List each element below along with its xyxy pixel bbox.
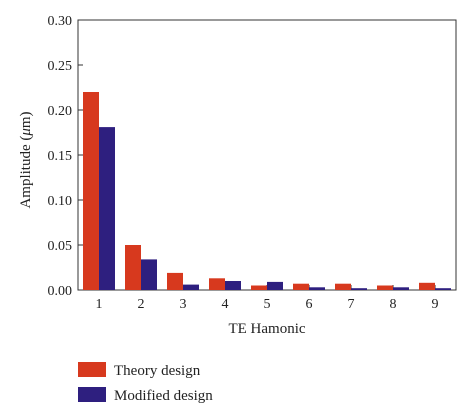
bar-modified-7 bbox=[351, 288, 367, 290]
x-tick-label: 7 bbox=[348, 297, 355, 312]
bars bbox=[83, 92, 451, 290]
bar-theory-1 bbox=[83, 92, 99, 290]
y-tick-label: 0.05 bbox=[48, 239, 73, 254]
x-tick-label: 9 bbox=[432, 297, 439, 312]
bar-modified-6 bbox=[309, 287, 325, 290]
y-tick-label: 0.10 bbox=[48, 194, 73, 209]
x-tick-label: 5 bbox=[264, 297, 271, 312]
bar-theory-9 bbox=[419, 282, 435, 290]
bar-modified-4 bbox=[225, 281, 241, 290]
x-axis-title: TE Hamonic bbox=[228, 321, 305, 337]
bar-modified-5 bbox=[267, 281, 283, 290]
bar-theory-3 bbox=[167, 272, 183, 290]
bar-modified-2 bbox=[141, 259, 157, 290]
bar-modified-3 bbox=[183, 284, 199, 290]
y-tick-label: 0.00 bbox=[48, 284, 73, 299]
y-axis-title-main: Amplitude ( bbox=[18, 136, 34, 209]
bar-theory-2 bbox=[125, 245, 141, 290]
bar-modified-9 bbox=[435, 288, 451, 290]
x-tick-label: 8 bbox=[390, 297, 397, 312]
y-tick-label: 0.25 bbox=[48, 59, 73, 74]
bar-theory-7 bbox=[335, 283, 351, 290]
legend-swatch-modified bbox=[78, 387, 106, 402]
x-tick-label: 3 bbox=[180, 297, 187, 312]
legend-label-modified: Modified design bbox=[114, 388, 213, 404]
y-axis-title: Amplitude (μm) bbox=[18, 111, 34, 208]
x-tick-label: 1 bbox=[96, 297, 103, 312]
y-tick-label: 0.30 bbox=[48, 14, 73, 29]
bar-modified-8 bbox=[393, 287, 409, 290]
bar-modified-1 bbox=[99, 127, 115, 290]
bar-theory-4 bbox=[209, 278, 225, 290]
y-axis: 0.00 0.05 0.10 0.15 0.20 0.25 0.30 bbox=[48, 14, 83, 299]
y-tick-label: 0.15 bbox=[48, 149, 73, 164]
x-tick-label: 2 bbox=[138, 297, 145, 312]
legend-label-theory: Theory design bbox=[114, 363, 201, 379]
y-axis-title-rest: m) bbox=[18, 111, 34, 128]
legend-swatch-theory bbox=[78, 362, 106, 377]
bar-theory-8 bbox=[377, 285, 393, 290]
y-axis-title-mu: μ bbox=[18, 128, 34, 137]
x-tick-label: 4 bbox=[222, 297, 229, 312]
x-tick-label: 6 bbox=[306, 297, 313, 312]
y-tick-label: 0.20 bbox=[48, 104, 73, 119]
bar-theory-6 bbox=[293, 283, 309, 290]
legend: Theory design Modified design bbox=[78, 362, 213, 404]
bar-theory-5 bbox=[251, 285, 267, 290]
